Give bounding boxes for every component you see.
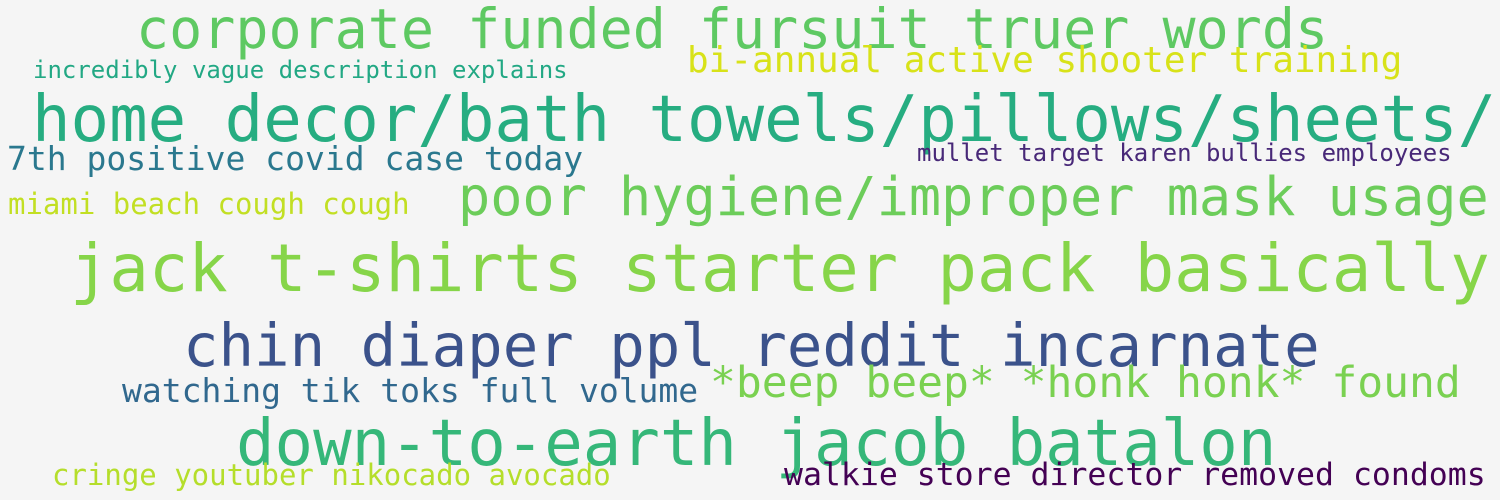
- word-watching-tik-toks: watching tik toks full volume: [122, 371, 699, 410]
- word-jack-t-shirts: jack t-shirts starter pack basically: [70, 231, 1490, 307]
- word-mullet-target-karen: mullet target karen bullies employees: [917, 139, 1452, 167]
- word-chin-diaper: chin diaper ppl reddit incarnate: [183, 311, 1320, 380]
- word-7th-positive-covid: 7th positive covid case today: [7, 139, 584, 178]
- word-corporate-funded-fursuit: corporate funded fursuit truer words: [136, 0, 1329, 61]
- word-incredibly-vague: incredibly vague description explains: [33, 56, 568, 84]
- word-home-decor: home decor/bath towels/pillows/sheets/: [32, 83, 1497, 157]
- word-cringe-youtuber: cringe youtuber nikocado avocado: [52, 458, 611, 492]
- word-poor-hygiene: poor hygiene/improper mask usage: [458, 165, 1489, 228]
- word-beep-beep-honk: *beep beep* *honk honk* found: [710, 358, 1461, 408]
- word-down-to-earth: down-to-earth jacob batalon: [236, 407, 1277, 481]
- word-bi-annual-active-shooter: bi-annual active shooter training: [687, 40, 1403, 81]
- word-walkie-store-director: walkie store director removed condoms: [784, 457, 1486, 493]
- word-miami-beach: miami beach cough cough: [8, 187, 410, 221]
